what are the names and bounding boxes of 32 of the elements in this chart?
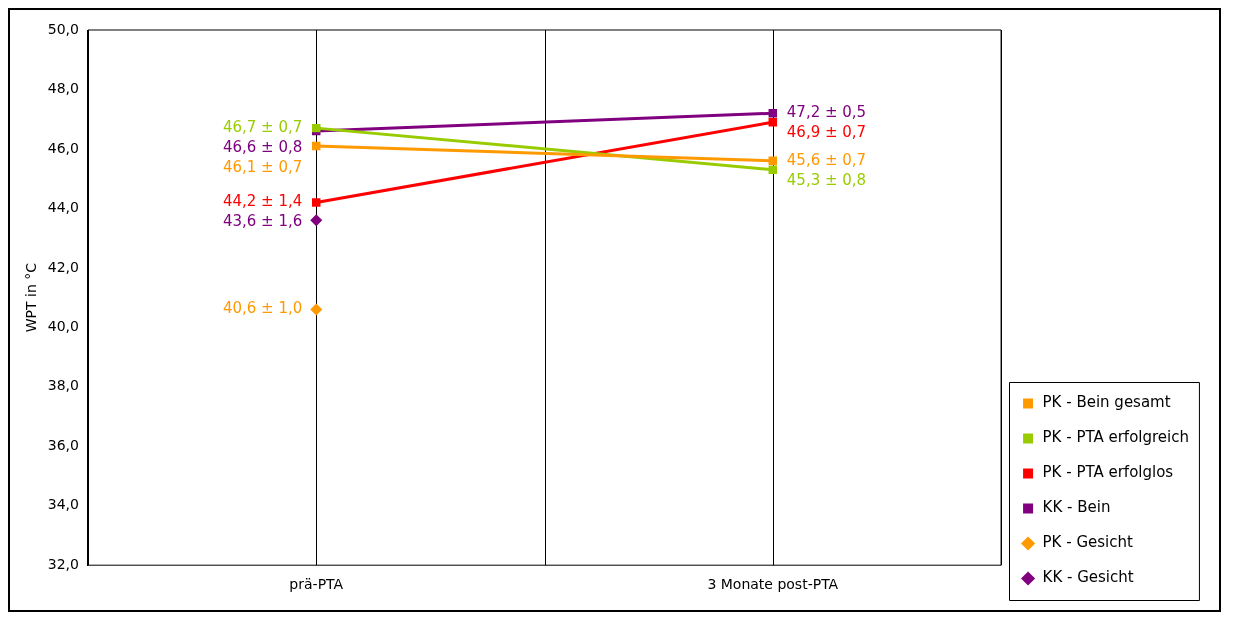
- data-label: 46,9 ± 0,7: [786, 123, 867, 142]
- x-tick-label: 3 Monate post-PTA: [707, 576, 839, 593]
- data-label: 46,6 ± 0,8: [222, 138, 303, 157]
- y-tick-label: 46,0: [47, 139, 79, 156]
- y-tick-label: 32,0: [47, 555, 79, 572]
- y-tick-label: 36,0: [47, 436, 79, 453]
- y-tick-label: 42,0: [47, 258, 79, 275]
- legend-label: PK - PTA erfolglos: [1042, 463, 1174, 482]
- legend-label: PK - Gesicht: [1042, 533, 1133, 552]
- y-tick-label: 48,0: [47, 80, 79, 97]
- legend-label: KK - Bein: [1042, 498, 1111, 517]
- data-label: 40,6 ± 1,0: [222, 299, 303, 318]
- legend-label: PK - PTA erfolgreich: [1042, 428, 1189, 447]
- data-label: 44,2 ± 1,4: [222, 192, 303, 211]
- y-axis-title: WPT in °C: [23, 262, 40, 333]
- y-tick-label: 40,0: [47, 317, 79, 334]
- data-label: 45,6 ± 0,7: [786, 150, 867, 169]
- y-tick-label: 38,0: [47, 377, 79, 394]
- data-label: 46,7 ± 0,7: [222, 118, 303, 137]
- legend-label: PK - Bein gesamt: [1042, 393, 1171, 412]
- legend-label: KK - Gesicht: [1042, 568, 1134, 587]
- point: [310, 214, 323, 227]
- data-label: 45,3 ± 0,8: [786, 170, 867, 189]
- data-label: 43,6 ± 1,6: [222, 212, 303, 231]
- y-tick-label: 50,0: [47, 20, 79, 37]
- y-tick-label: 34,0: [47, 496, 79, 513]
- point: [310, 303, 323, 316]
- point: [312, 198, 321, 207]
- y-tick-label: 44,0: [47, 199, 79, 216]
- data-label: 46,1 ± 0,7: [222, 158, 303, 177]
- x-tick-label: prä-PTA: [289, 576, 344, 593]
- data-label: 47,2 ± 0,5: [786, 103, 867, 122]
